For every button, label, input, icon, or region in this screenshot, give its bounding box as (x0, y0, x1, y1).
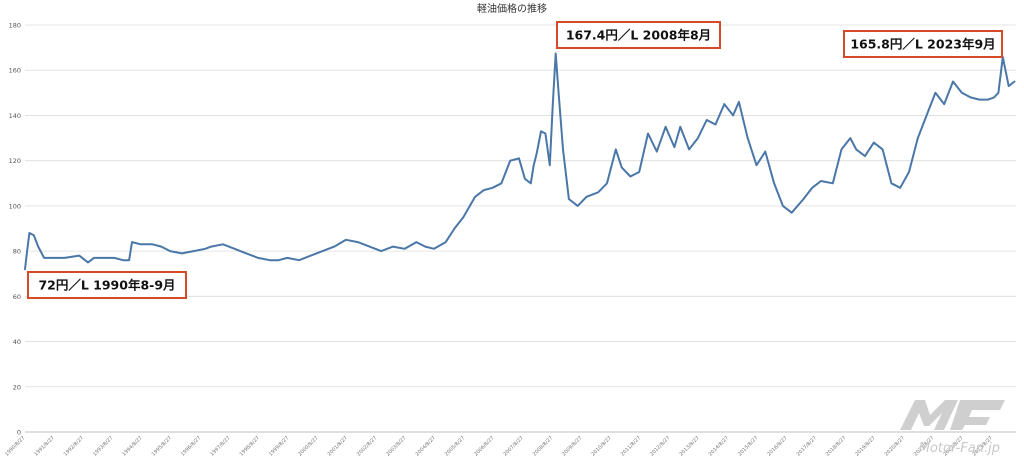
annotation-label: 165.8円／L 2023年9月 (850, 37, 995, 52)
annotations: 72円／L 1990年8-9月 167.4円／L 2008年8月 165.8円／L … (27, 21, 1003, 299)
x-axis-ticks: 1990/8/27 1991/8/27 1992/8/27 1993/8/27 1994… (4, 435, 994, 457)
x-tick-label: 2011/8/27 (620, 435, 642, 457)
x-tick-label: 2016/8/27 (766, 435, 788, 457)
annotation-box (556, 21, 721, 49)
y-tick-label: 60 (13, 293, 21, 301)
chart-title: 軽油価格の推移 (477, 2, 547, 15)
x-tick-label: 2014/8/27 (708, 435, 730, 457)
y-tick-label: 0 (17, 429, 21, 437)
x-tick-label: 1994/8/27 (121, 435, 143, 457)
y-tick-label: 40 (13, 338, 21, 346)
x-tick-label: 2006/8/27 (473, 435, 495, 457)
grid (25, 24, 1016, 433)
x-tick-label: 1997/8/27 (209, 435, 231, 457)
annotation-1: 167.4円／L 2008年8月 (556, 21, 721, 49)
x-tick-label: 1990/8/27 (4, 435, 26, 457)
y-tick-label: 120 (9, 157, 21, 165)
x-tick-label: 2009/8/27 (561, 435, 583, 457)
x-tick-label: 1999/8/27 (268, 435, 290, 457)
annotation-label: 72円／L 1990年8-9月 (38, 278, 175, 293)
y-tick-label: 100 (9, 202, 21, 210)
y-tick-label: 180 (9, 22, 21, 30)
watermark-text: Motor-Fan.jp (919, 441, 1000, 456)
x-tick-label: 2018/8/27 (825, 435, 847, 457)
x-tick-label: 1998/8/27 (239, 435, 261, 457)
x-tick-label: 2000/8/27 (297, 435, 319, 457)
x-tick-label: 2013/8/27 (678, 435, 700, 457)
x-tick-label: 2015/8/27 (737, 435, 759, 457)
x-tick-label: 2001/8/27 (327, 435, 349, 457)
annotation-box (27, 271, 187, 299)
y-axis-ticks: 0 20 40 60 80 100 120 140 160 180 (9, 22, 21, 437)
x-tick-label: 2004/8/27 (415, 435, 437, 457)
x-tick-label: 1992/8/27 (63, 435, 85, 457)
y-tick-label: 140 (9, 112, 21, 120)
y-tick-label: 160 (9, 67, 21, 75)
watermark: Motor-Fan.jp (900, 400, 1005, 456)
x-tick-label: 2003/8/27 (385, 435, 407, 457)
x-tick-label: 2005/8/27 (444, 435, 466, 457)
y-tick-label: 80 (13, 248, 21, 256)
x-tick-label: 2010/8/27 (590, 435, 612, 457)
annotation-box (843, 30, 1003, 58)
motor-fan-logo-icon (900, 400, 1005, 430)
annotation-label: 167.4円／L 2008年8月 (566, 28, 711, 43)
annotation-0: 72円／L 1990年8-9月 (27, 271, 187, 299)
x-tick-label: 1993/8/27 (92, 435, 114, 457)
series-line-diesel-price (24, 52, 1016, 271)
y-tick-label: 20 (13, 383, 21, 391)
x-tick-label: 1991/8/27 (33, 435, 55, 457)
x-tick-label: 2012/8/27 (649, 435, 671, 457)
x-tick-label: 2019/8/27 (854, 435, 876, 457)
x-tick-label: 2007/8/27 (502, 435, 524, 457)
series-layer (24, 52, 1016, 271)
x-tick-label: 1996/8/27 (180, 435, 202, 457)
x-tick-label: 2020/8/27 (884, 435, 906, 457)
x-tick-label: 1995/8/27 (151, 435, 173, 457)
x-tick-label: 2002/8/27 (356, 435, 378, 457)
x-tick-label: 2017/8/27 (796, 435, 818, 457)
annotation-2: 165.8円／L 2023年9月 (843, 30, 1003, 58)
x-tick-label: 2008/8/27 (532, 435, 554, 457)
